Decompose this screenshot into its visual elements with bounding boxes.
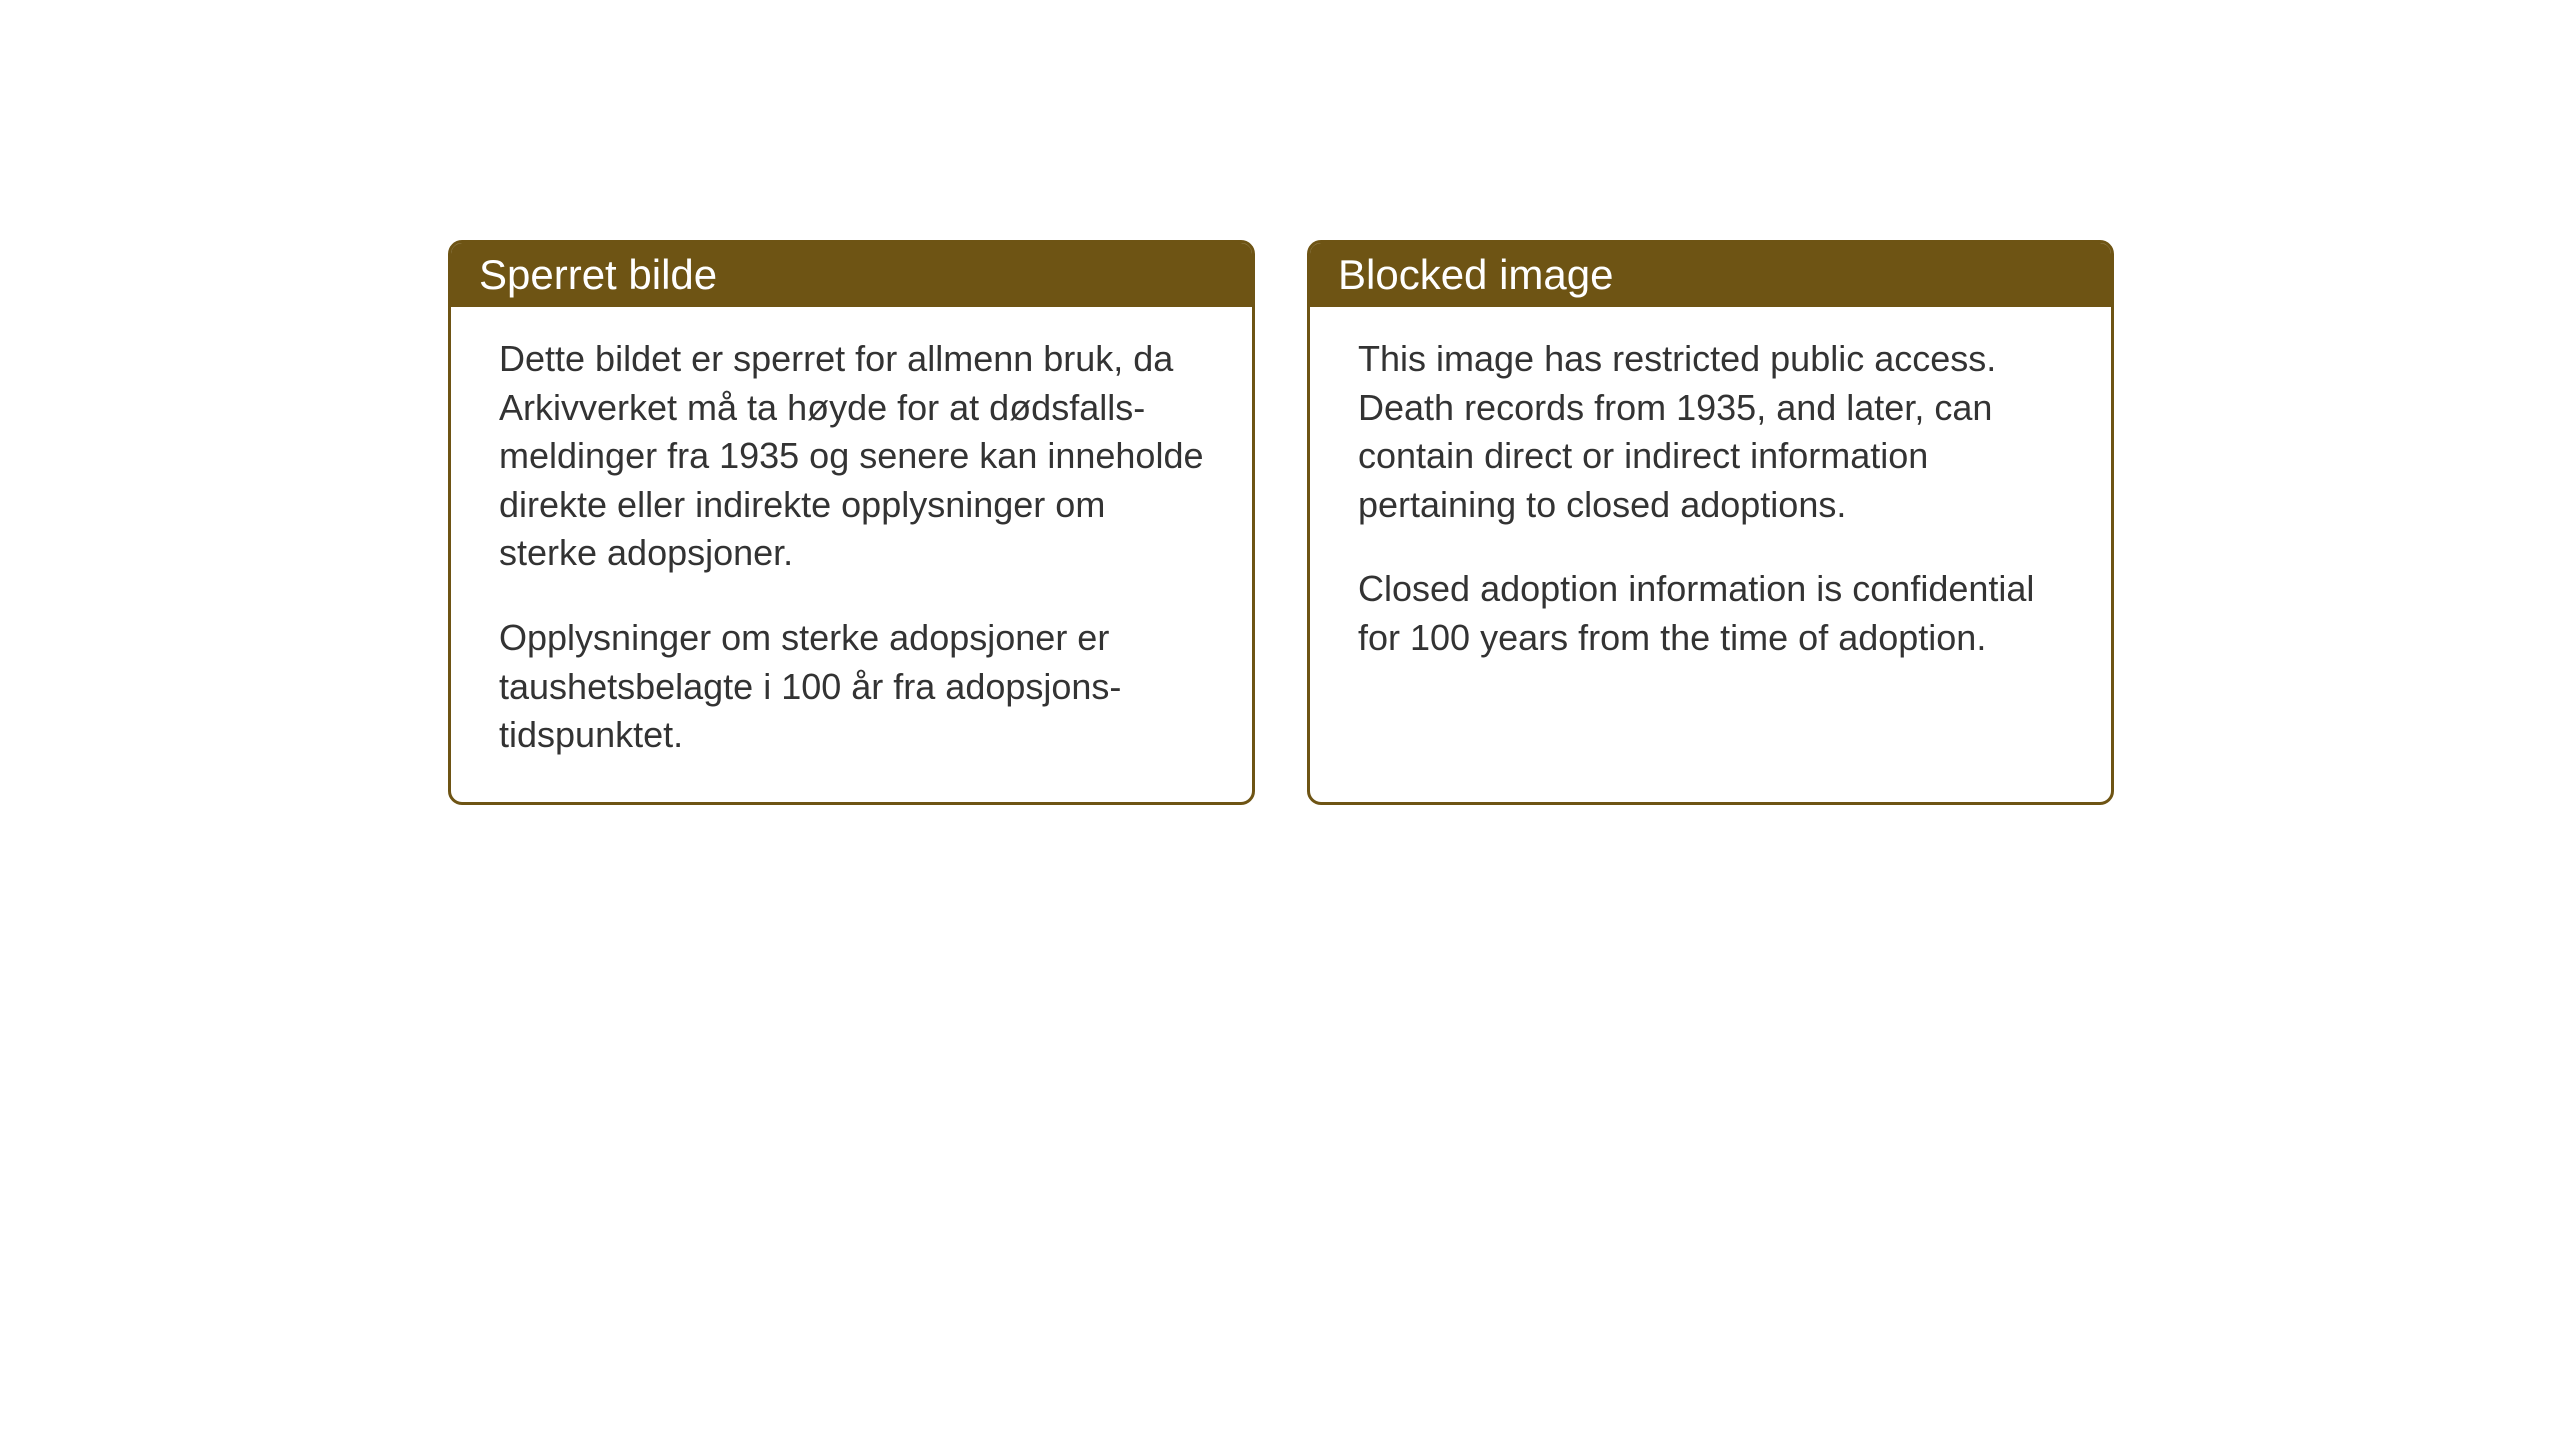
card-header-norwegian: Sperret bilde	[451, 243, 1252, 307]
card-norwegian: Sperret bilde Dette bildet er sperret fo…	[448, 240, 1255, 805]
paragraph-2-english: Closed adoption information is confident…	[1358, 565, 2063, 662]
card-english: Blocked image This image has restricted …	[1307, 240, 2114, 805]
paragraph-1-norwegian: Dette bildet er sperret for allmenn bruk…	[499, 335, 1204, 578]
card-body-english: This image has restricted public access.…	[1310, 307, 2111, 705]
card-header-english: Blocked image	[1310, 243, 2111, 307]
paragraph-1-english: This image has restricted public access.…	[1358, 335, 2063, 529]
paragraph-2-norwegian: Opplysninger om sterke adopsjoner er tau…	[499, 614, 1204, 760]
card-body-norwegian: Dette bildet er sperret for allmenn bruk…	[451, 307, 1252, 802]
cards-container: Sperret bilde Dette bildet er sperret fo…	[448, 240, 2114, 805]
